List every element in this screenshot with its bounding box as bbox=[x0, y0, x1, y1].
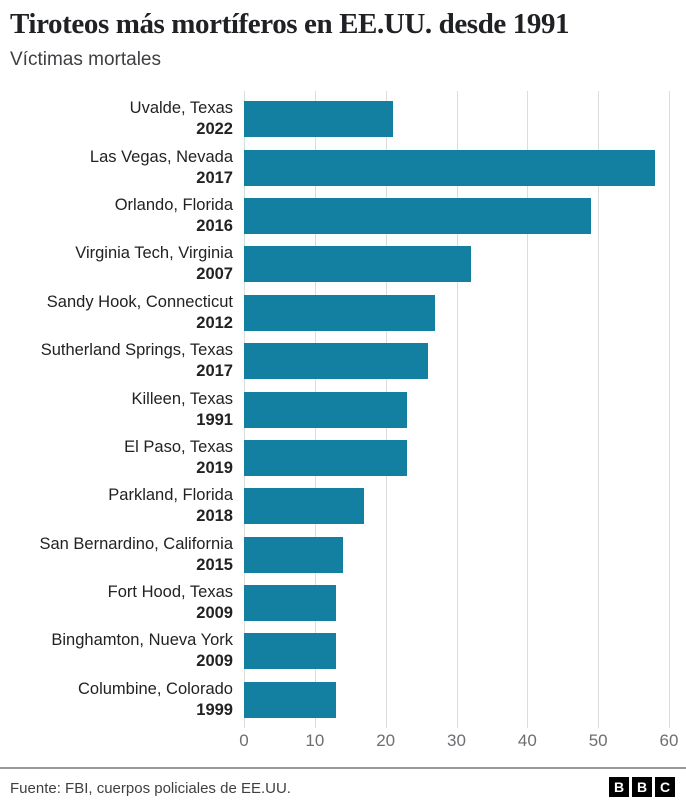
bar-label: Sutherland Springs, Texas 2017 bbox=[0, 337, 233, 385]
bar bbox=[244, 294, 436, 331]
bar-label-location: Killeen, Texas bbox=[131, 389, 233, 408]
bar-track bbox=[244, 337, 669, 385]
bar-rows bbox=[244, 95, 669, 724]
x-axis-tick-label: 10 bbox=[305, 731, 325, 751]
bar-label: Binghamton, Nueva York 2009 bbox=[0, 627, 233, 675]
bar-label-year: 2018 bbox=[196, 507, 233, 526]
source-text: Fuente: FBI, cuerpos policiales de EE.UU… bbox=[10, 780, 291, 798]
bar-label: Sandy Hook, Connecticut 2012 bbox=[0, 289, 233, 337]
bar-label-location: Orlando, Florida bbox=[114, 195, 233, 214]
x-axis-tick-label: 50 bbox=[588, 731, 608, 751]
bar-label-location: Virginia Tech, Virginia bbox=[75, 244, 233, 263]
bar bbox=[244, 343, 429, 380]
bar bbox=[244, 391, 407, 428]
bar-label-location: San Bernardino, California bbox=[39, 534, 233, 553]
bar-label-location: Sutherland Springs, Texas bbox=[40, 341, 233, 360]
bar bbox=[244, 488, 365, 525]
gridline bbox=[456, 91, 458, 729]
bar-label: El Paso, Texas 2019 bbox=[0, 434, 233, 482]
gridline bbox=[598, 91, 600, 729]
x-axis-tick-label: 20 bbox=[376, 731, 396, 751]
bar-label-year: 2017 bbox=[196, 362, 233, 381]
bar-label-location: Parkland, Florida bbox=[108, 486, 233, 505]
bar bbox=[244, 149, 655, 186]
bar-track bbox=[244, 531, 669, 579]
bar-track bbox=[244, 627, 669, 675]
bar-label-location: Fort Hood, Texas bbox=[107, 583, 233, 602]
bar-label-year: 2022 bbox=[196, 120, 233, 139]
chart-subtitle: Víctimas mortales bbox=[10, 49, 161, 70]
bar-track bbox=[244, 240, 669, 288]
bbc-logo-letter: B bbox=[609, 777, 629, 798]
bar-label: Columbine, Colorado 1999 bbox=[0, 676, 233, 724]
bar-label: San Bernardino, California 2015 bbox=[0, 531, 233, 579]
bbc-logo-letter: C bbox=[655, 777, 675, 798]
bar-chart: Uvalde, Texas 2022 Las Vegas, Nevada 201… bbox=[0, 91, 686, 754]
bar-label: Parkland, Florida 2018 bbox=[0, 482, 233, 530]
plot-area: 0 10 20 30 40 50 60 bbox=[239, 91, 678, 754]
bar-label-location: Las Vegas, Nevada bbox=[89, 147, 233, 166]
bar-label-location: Sandy Hook, Connecticut bbox=[46, 292, 233, 311]
bar-label-year: 2007 bbox=[196, 265, 233, 284]
bar-label: Killeen, Texas 1991 bbox=[0, 385, 233, 433]
bar-label-year: 2016 bbox=[196, 216, 233, 235]
bar-track bbox=[244, 676, 669, 724]
bar-label: Uvalde, Texas 2022 bbox=[0, 95, 233, 143]
bar bbox=[244, 439, 407, 476]
bbc-logo-letter: B bbox=[632, 777, 652, 798]
gridline bbox=[669, 91, 670, 729]
bar-label-location: El Paso, Texas bbox=[124, 437, 233, 456]
bar-label-year: 1991 bbox=[196, 410, 233, 429]
bar-label: Virginia Tech, Virginia 2007 bbox=[0, 240, 233, 288]
x-axis-tick-label: 0 bbox=[239, 731, 249, 751]
bar-label-location: Uvalde, Texas bbox=[129, 99, 233, 118]
bar bbox=[244, 197, 592, 234]
bar-label-year: 2009 bbox=[196, 652, 233, 671]
bar-track bbox=[244, 95, 669, 143]
bar-label-location: Columbine, Colorado bbox=[77, 679, 233, 698]
chart-footer: Fuente: FBI, cuerpos policiales de EE.UU… bbox=[0, 767, 686, 800]
bar-label-year: 2017 bbox=[196, 168, 233, 187]
bar bbox=[244, 681, 337, 718]
x-axis-tick-label: 30 bbox=[447, 731, 466, 751]
bar-labels: Uvalde, Texas 2022 Las Vegas, Nevada 201… bbox=[0, 95, 244, 754]
bar-label: Orlando, Florida 2016 bbox=[0, 192, 233, 240]
bar-track bbox=[244, 385, 669, 433]
bar-track bbox=[244, 192, 669, 240]
bar-label-year: 1999 bbox=[196, 700, 233, 719]
bar-track bbox=[244, 482, 669, 530]
bar-label-year: 2009 bbox=[196, 604, 233, 623]
bar bbox=[244, 246, 471, 283]
bar bbox=[244, 536, 344, 573]
bar-label: Las Vegas, Nevada 2017 bbox=[0, 143, 233, 191]
bar bbox=[244, 101, 393, 138]
gridline bbox=[527, 91, 529, 729]
bar-track bbox=[244, 143, 669, 191]
x-axis: 0 10 20 30 40 50 60 bbox=[239, 724, 678, 754]
bar-track bbox=[244, 289, 669, 337]
bbc-logo: B B C bbox=[609, 777, 675, 798]
x-axis-tick-label: 40 bbox=[517, 731, 537, 751]
bar bbox=[244, 633, 337, 670]
bar-track bbox=[244, 434, 669, 482]
bar-track bbox=[244, 579, 669, 627]
bar-label-year: 2015 bbox=[196, 555, 233, 574]
bar-label: Fort Hood, Texas 2009 bbox=[0, 579, 233, 627]
chart-title: Tiroteos más mortíferos en EE.UU. desde … bbox=[10, 8, 570, 40]
bar-label-year: 2019 bbox=[196, 458, 233, 477]
bar bbox=[244, 585, 337, 622]
x-axis-tick-label: 60 bbox=[659, 731, 679, 751]
chart-header: Tiroteos más mortíferos en EE.UU. desde … bbox=[0, 0, 686, 71]
bar-label-year: 2012 bbox=[196, 313, 233, 332]
bar-label-location: Binghamton, Nueva York bbox=[51, 631, 233, 650]
